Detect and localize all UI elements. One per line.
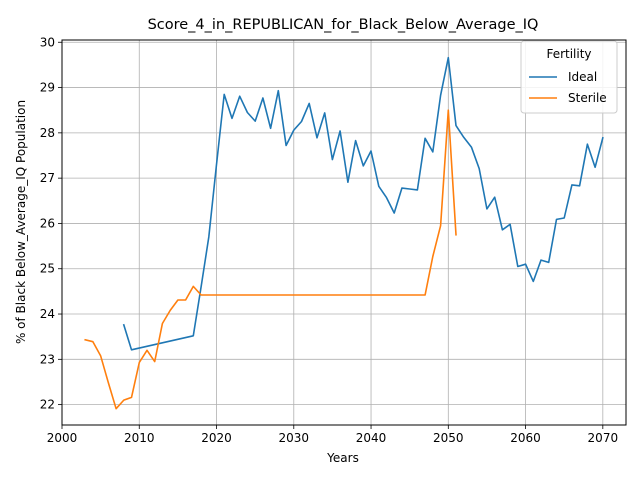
x-tick-label: 2030: [279, 431, 310, 445]
legend-box: [520, 40, 618, 114]
legend-title: Fertility: [546, 47, 591, 61]
x-tick-label: 2040: [356, 431, 387, 445]
y-tick-label: 24: [40, 307, 55, 321]
y-tick-label: 22: [40, 398, 55, 412]
y-tick-label: 30: [40, 35, 55, 49]
legend-label-sterile: Sterile: [568, 91, 607, 105]
x-axis-ticks: 2000 2010 2020 2030 2040 2050 2060 2070: [47, 425, 618, 445]
y-tick-label: 27: [40, 171, 55, 185]
x-axis-label: Years: [326, 451, 359, 465]
y-tick-label: 25: [40, 262, 55, 276]
y-axis-label: % of Black Below_Average_IQ Population: [14, 100, 28, 344]
x-tick-label: 2020: [201, 431, 232, 445]
y-tick-label: 28: [40, 126, 55, 140]
series-line-sterile: [84, 109, 457, 410]
x-tick-label: 2070: [588, 431, 619, 445]
y-tick-label: 29: [40, 81, 55, 95]
legend: Fertility Ideal Sterile: [520, 40, 618, 114]
y-axis-ticks: 22 23 24 25 26 27 28 29 30: [40, 35, 62, 412]
plot-frame: [61, 39, 627, 426]
x-tick-label: 2000: [47, 431, 78, 445]
series-line-ideal: [122, 56, 604, 351]
series-lines: [84, 56, 604, 410]
x-tick-label: 2050: [433, 431, 464, 445]
y-tick-label: 26: [40, 216, 55, 230]
x-tick-label: 2060: [510, 431, 541, 445]
legend-label-ideal: Ideal: [568, 70, 597, 84]
y-tick-label: 23: [40, 352, 55, 366]
chart-title: Score_4_in_REPUBLICAN_for_Black_Below_Av…: [148, 17, 539, 33]
x-tick-label: 2010: [124, 431, 155, 445]
